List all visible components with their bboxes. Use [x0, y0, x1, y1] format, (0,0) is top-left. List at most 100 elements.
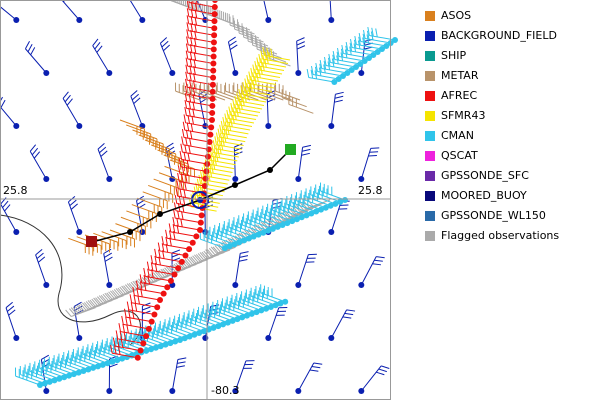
- obs-dot: [210, 53, 217, 60]
- station-dot: [295, 70, 302, 76]
- obs-dot: [37, 382, 43, 388]
- sfmr-barb: [252, 64, 281, 78]
- obs-dot: [322, 204, 329, 211]
- station-dot: [328, 229, 335, 235]
- wind-barb: [297, 362, 323, 392]
- cman-barb: [241, 291, 267, 310]
- wind-barb: [360, 365, 390, 392]
- asos-barb: [126, 210, 152, 229]
- legend-swatch: [425, 51, 435, 61]
- afrec-barb: [175, 187, 204, 202]
- map-area: [0, 0, 398, 394]
- wind-barb: [61, 0, 80, 21]
- cman-barb: [77, 347, 103, 366]
- obs-dot: [109, 358, 116, 365]
- cman-barb: [228, 219, 254, 238]
- station-dot: [13, 229, 20, 235]
- afrec-barb: [183, 114, 212, 128]
- afrec-barb: [178, 158, 207, 172]
- wind-barb: [360, 147, 380, 180]
- wind-barb: [198, 89, 208, 127]
- obs-dot: [75, 369, 82, 376]
- cman-barb: [311, 65, 339, 80]
- storm-center: [191, 191, 209, 209]
- obs-dot: [61, 374, 68, 381]
- obs-dot: [313, 208, 320, 215]
- cman-barb: [63, 352, 89, 370]
- legend-swatch: [425, 11, 435, 21]
- afrec-barb: [129, 294, 158, 308]
- obs-dot: [198, 212, 205, 219]
- obs-dot: [231, 241, 238, 248]
- cman-barb: [350, 38, 378, 53]
- station-dot: [13, 17, 20, 23]
- cman-barb: [221, 298, 248, 317]
- cman-barb: [260, 284, 286, 303]
- flagged-barb: [288, 204, 320, 215]
- sfmr-barb: [200, 171, 228, 185]
- wind-barb: [130, 90, 143, 127]
- wind-barb: [136, 195, 146, 233]
- asos-barb: [142, 191, 168, 210]
- legend-label: SFMR43: [441, 109, 485, 122]
- obs-dot: [274, 223, 281, 230]
- sfmr-barb: [222, 116, 251, 131]
- lon-label: -80.3: [211, 384, 239, 397]
- obs-dot: [298, 214, 305, 221]
- obs-dot: [234, 316, 241, 323]
- obs-dot: [348, 67, 355, 73]
- cman-barb: [276, 199, 302, 218]
- afrec-barb: [188, 0, 215, 8]
- obs-dot: [210, 324, 217, 331]
- sfmr-barb: [219, 124, 247, 139]
- obs-dot: [41, 380, 48, 387]
- station-dot: [265, 335, 272, 341]
- obs-dot: [221, 245, 228, 252]
- cman-barb: [193, 308, 219, 327]
- sfmr-barb: [258, 53, 287, 68]
- cman-barb: [257, 207, 283, 226]
- station-dot: [328, 123, 335, 129]
- obs-dot: [253, 309, 260, 316]
- cman-barb: [315, 184, 341, 203]
- afrec-barb: [185, 50, 214, 65]
- afrec-barb: [146, 261, 175, 276]
- sfmr-barb: [236, 92, 265, 106]
- obs-dot: [197, 227, 203, 233]
- obs-dot: [175, 265, 182, 272]
- legend-label: MOORED_BUOY: [441, 189, 527, 202]
- obs-dot: [220, 321, 227, 328]
- cman-barb: [19, 366, 45, 384]
- station-dot: [106, 70, 113, 76]
- cman-barb: [209, 226, 235, 245]
- obs-dot: [379, 46, 385, 52]
- cman-barb: [29, 362, 55, 381]
- afrec-barb: [185, 43, 214, 57]
- obs-dot: [181, 335, 188, 342]
- obs-dot: [209, 88, 216, 95]
- legend-swatch: [425, 111, 435, 121]
- legend-label: AFREC: [441, 89, 477, 102]
- obs-dot: [263, 305, 270, 312]
- station-dot: [106, 388, 113, 394]
- flagged-barb: [282, 207, 314, 218]
- cman-barb: [363, 29, 391, 44]
- obs-dot: [265, 227, 272, 234]
- cman-barb: [367, 26, 396, 41]
- metar-barb: [281, 89, 307, 108]
- obs-dot: [344, 70, 351, 76]
- afrec-barb: [185, 57, 214, 72]
- obs-dot: [134, 354, 141, 361]
- afrec-barb: [157, 242, 186, 256]
- cman-barb: [315, 62, 344, 77]
- sfmr-barb: [212, 140, 241, 154]
- sfmr-barb: [206, 155, 235, 170]
- wind-barb: [0, 197, 17, 233]
- asos-barb: [153, 178, 179, 197]
- cman-barb: [183, 312, 209, 331]
- obs-dot: [210, 67, 217, 74]
- obs-dot: [284, 220, 291, 227]
- cman-barb: [87, 344, 113, 363]
- sfmr-barb: [232, 99, 261, 113]
